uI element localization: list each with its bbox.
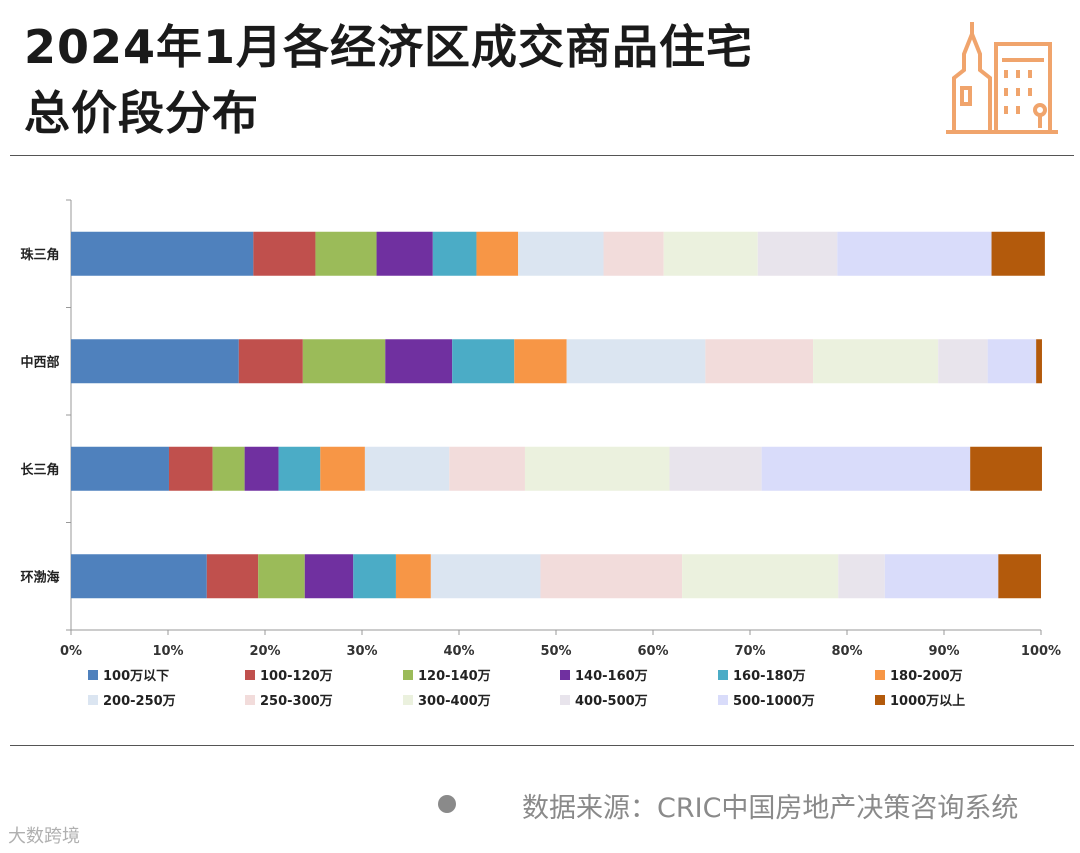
x-tick-label: 30% [346,644,377,659]
bar-segment [353,554,396,599]
x-tick-label: 40% [443,644,474,659]
bar-segment [452,339,515,384]
page-title: 2024年1月各经济区成交商品住宅 总价段分布 [24,14,753,146]
bar-segment [761,446,971,491]
bar-segment [705,339,814,384]
bar-segment [524,446,670,491]
legend-swatch [88,695,98,705]
bar-segment [278,446,321,491]
legend-swatch [718,670,728,680]
legend-swatch [560,695,570,705]
bar-segment [603,231,664,276]
stacked-bar-chart: 0% 10% 20% 30% 40% 50% 60% 70% 80% 90% 100% 珠三角中西部长… [20,199,1061,709]
bar-segment [663,231,758,276]
bar-segment [320,446,365,491]
bar-segment [71,231,254,276]
bar-segment [838,554,885,599]
bar-segment [518,231,604,276]
bar-segment [540,554,683,599]
bar-segment [302,339,386,384]
legend-label: 100万以下 [103,669,169,684]
x-tick-label: 80% [831,644,862,659]
bar-segment [682,554,839,599]
category-label: 长三角 [20,462,59,478]
bar-segment [395,554,431,599]
legend-label: 1000万以上 [890,694,965,709]
legend-swatch [245,695,255,705]
legend-swatch [245,670,255,680]
legend-label: 100-120万 [260,669,333,684]
category-label: 环渤海 [20,569,59,585]
bar-segment [258,554,305,599]
bar-segment [168,446,213,491]
bar-segment [938,339,988,384]
bar-segment [970,446,1042,491]
buildings-icon [946,22,1058,134]
x-tick-label: 70% [734,644,765,659]
bar-segment [998,554,1041,599]
bar-segment [449,446,525,491]
bar-segment [376,231,433,276]
bar-segment [430,554,541,599]
legend-label: 160-180万 [733,669,806,684]
legend-swatch [403,670,413,680]
bar-segment [476,231,519,276]
legend-swatch [875,695,885,705]
bar-segment [566,339,706,384]
legend-swatch [560,670,570,680]
bar-segment [253,231,316,276]
bar-segment [71,554,207,599]
legend-label: 120-140万 [418,669,491,684]
bar-segment [813,339,939,384]
x-tick-label: 90% [928,644,959,659]
watermark-text: 大数跨境 [8,826,80,847]
bar-segment [514,339,567,384]
bar-segment [669,446,762,491]
legend-swatch [88,670,98,680]
bar-segment [987,339,1037,384]
bar-segment [206,554,259,599]
source-bullet [438,795,456,813]
x-tick-label: 50% [540,644,571,659]
bar-segment [837,231,992,276]
bar-segment [364,446,450,491]
legend-label: 180-200万 [890,669,963,684]
legend-label: 400-500万 [575,694,648,709]
legend-swatch [403,695,413,705]
title-line-1: 2024年1月各经济区成交商品住宅 [24,20,754,74]
bar-segment [212,446,245,491]
x-tick-label: 0% [60,644,82,659]
bar-segment [991,231,1045,276]
category-label: 中西部 [20,354,59,370]
top-divider [10,155,1074,156]
bar-segment [385,339,453,384]
legend-swatch [718,695,728,705]
category-label: 珠三角 [20,247,59,263]
legend-label: 200-250万 [103,694,176,709]
legend-label: 250-300万 [260,694,333,709]
legend-swatch [875,670,885,680]
x-tick-label: 20% [249,644,280,659]
source-note: 数据来源：CRIC中国房地产决策咨询系统 [522,793,1019,824]
watermark: 大数跨境 [8,822,80,848]
bar-segment [238,339,303,384]
bar-segment [884,554,999,599]
bar-segment [757,231,838,276]
legend-label: 500-1000万 [733,694,815,709]
legend-label: 300-400万 [418,694,491,709]
bar-segment [71,339,239,384]
x-tick-label: 60% [637,644,668,659]
bar-segment [1036,339,1042,384]
bar-segment [315,231,377,276]
bar-segment [244,446,279,491]
x-tick-label: 10% [152,644,183,659]
bar-segment [304,554,354,599]
title-line-2: 总价段分布 [24,86,259,140]
bar-segment [432,231,477,276]
x-tick-label: 100% [1021,644,1061,659]
bottom-divider [10,745,1074,746]
legend-label: 140-160万 [575,669,648,684]
bar-segment [71,446,169,491]
